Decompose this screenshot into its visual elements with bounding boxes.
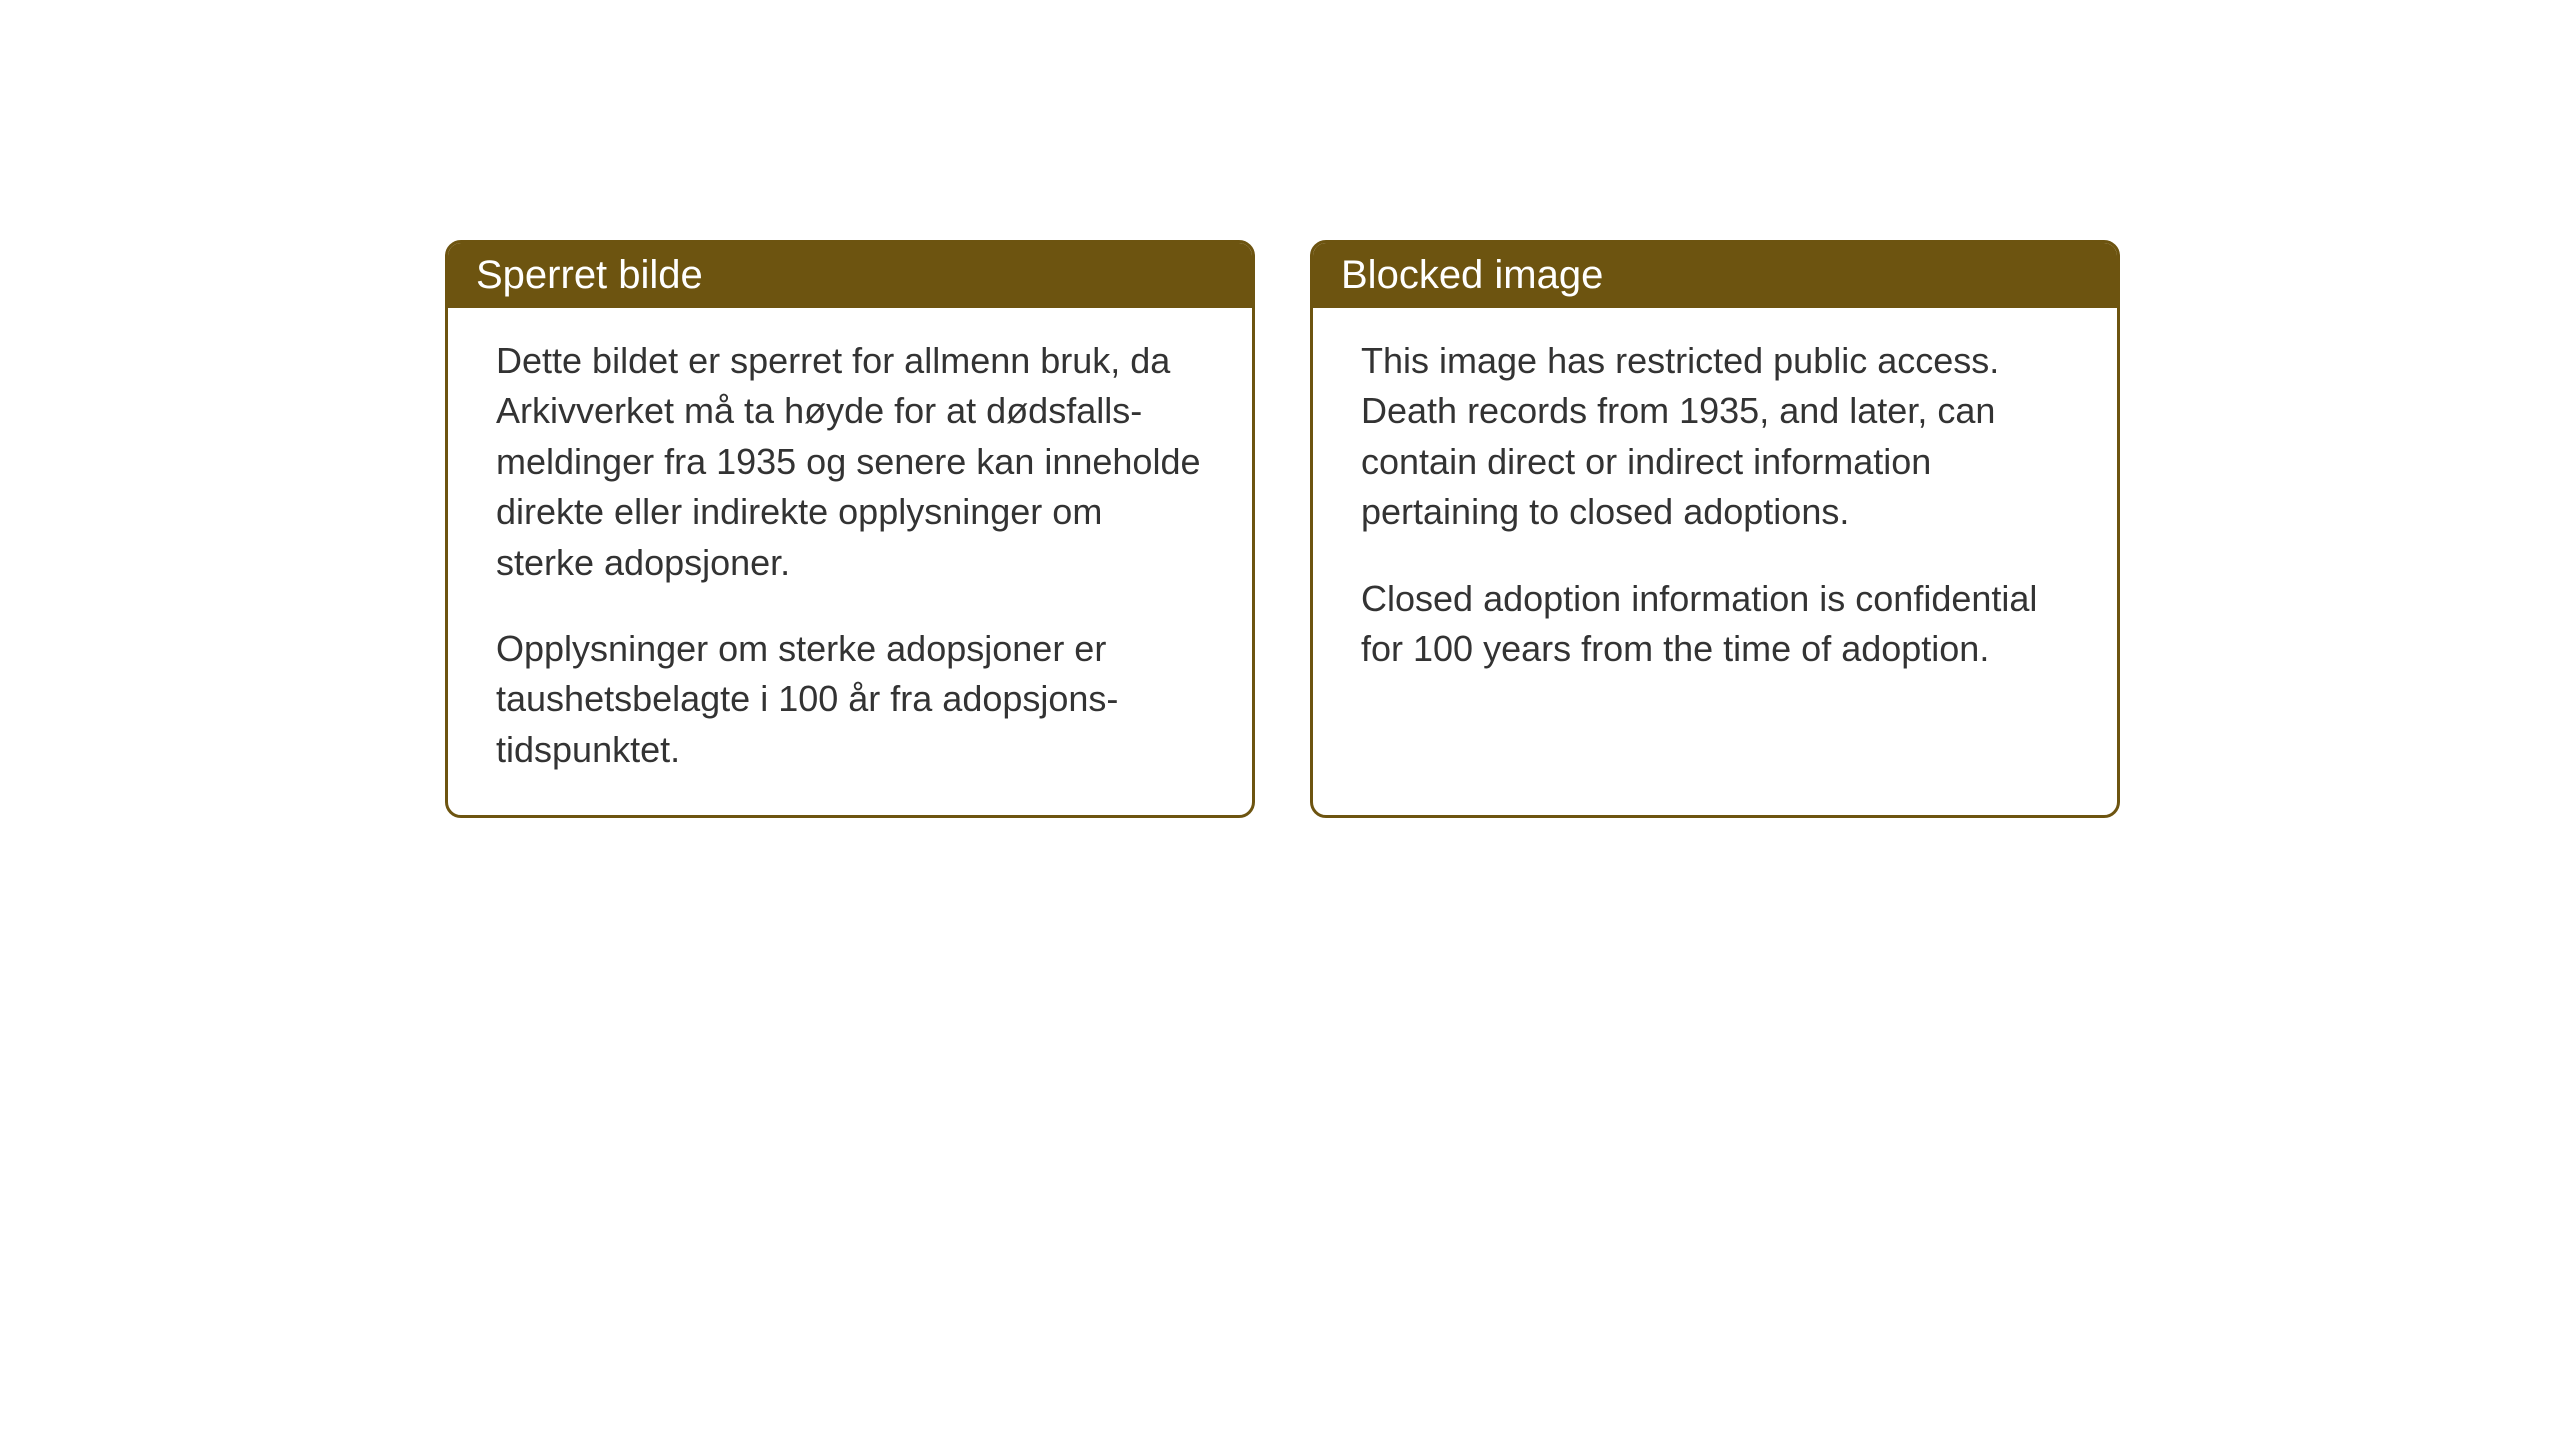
english-paragraph-2: Closed adoption information is confident… xyxy=(1361,574,2069,675)
english-paragraph-1: This image has restricted public access.… xyxy=(1361,336,2069,538)
norwegian-notice-card: Sperret bilde Dette bildet er sperret fo… xyxy=(445,240,1255,818)
english-card-body: This image has restricted public access.… xyxy=(1313,308,2117,714)
english-notice-card: Blocked image This image has restricted … xyxy=(1310,240,2120,818)
english-card-title: Blocked image xyxy=(1313,243,2117,308)
notice-container: Sperret bilde Dette bildet er sperret fo… xyxy=(445,240,2120,818)
norwegian-paragraph-1: Dette bildet er sperret for allmenn bruk… xyxy=(496,336,1204,588)
norwegian-card-title: Sperret bilde xyxy=(448,243,1252,308)
norwegian-paragraph-2: Opplysninger om sterke adopsjoner er tau… xyxy=(496,624,1204,775)
norwegian-card-body: Dette bildet er sperret for allmenn bruk… xyxy=(448,308,1252,815)
